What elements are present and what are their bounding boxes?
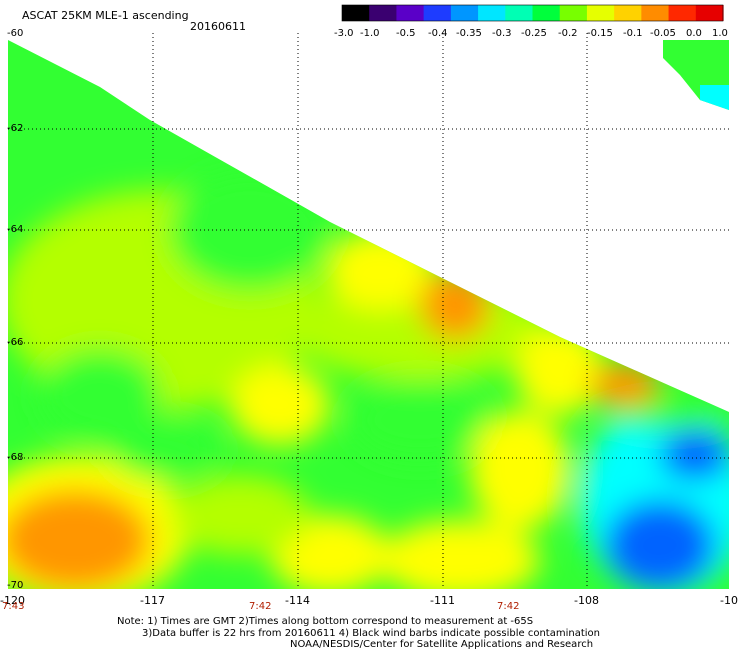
color-scale-swatch [505,5,534,21]
field-orange-edge-north [420,270,490,340]
scale-label-neg-0-4: -0.4 [428,28,448,39]
lon-label-108: -108 [574,594,599,607]
scale-label-neg-3: -3.0 [334,28,354,39]
color-scale-swatch [695,5,724,21]
field-green-mid [350,380,490,460]
note-line-3: NOAA/NESDIS/Center for Satellite Applica… [290,639,594,650]
scale-label-neg-0-15: -0.15 [587,28,613,39]
note-line-1: Note: 1) Times are GMT 2)Times along bot… [117,616,534,627]
lat-label-66: -66 [7,337,24,348]
scale-label-neg-0-2: -0.2 [558,28,578,39]
field-orange-southwest [8,490,150,589]
time-label-east: 7:42 [497,601,520,612]
field-green-north [170,170,330,290]
scale-label-neg-0-1: -0.1 [623,28,643,39]
color-scale-swatch [532,5,561,21]
color-scale-swatch [668,5,697,21]
color-scale-swatch [450,5,479,21]
time-label-center: 7:42 [249,601,272,612]
corner-cyan-edge [700,85,729,110]
field-orange-edge-south [590,363,660,407]
grid [8,33,729,589]
lon-label-10: -10 [720,594,738,607]
color-scale-bar [341,4,724,22]
map-date: 20160611 [190,20,246,33]
time-label-west: 7:43 [2,601,25,612]
lat-label-60: -60 [7,28,24,39]
map-title: ASCAT 25KM MLE-1 ascending [22,9,189,22]
main-swath [8,40,729,589]
lon-label-111: -111 [430,594,455,607]
field-light-green-south [170,475,310,555]
lat-label-62: -62 [7,123,24,134]
color-scale-swatch [586,5,615,21]
note-line-2: 3)Data buffer is 22 hrs from 20160611 4)… [142,628,600,639]
color-scale-swatch [369,5,398,21]
field-yellow-edge-north [325,230,435,310]
lon-label-120: -120 [0,594,25,607]
color-scale-swatch [641,5,670,21]
scale-label-neg-0-05: -0.05 [650,28,676,39]
field-yellow-mid [230,365,330,445]
lon-label-117: -117 [140,594,165,607]
field-green-east-edge [610,401,729,429]
color-scale-swatch [478,5,506,21]
color-scale-swatch [423,5,452,21]
scale-label-neg-0-5: -0.5 [396,28,416,39]
scale-label-neg-0-35: -0.35 [456,28,482,39]
lat-label-68: -68 [7,452,24,463]
color-scale-frame [341,4,724,22]
color-scale-swatch [396,5,425,21]
scale-label-neg-0-25: -0.25 [521,28,547,39]
color-scale-swatch [559,5,588,21]
color-scale-swatch [342,5,370,21]
scale-label-0-0: 0.0 [686,28,702,39]
scale-label-1-0: 1.0 [712,28,728,39]
color-scale-swatch [614,5,642,21]
lon-label-114: -114 [285,594,310,607]
field-yellow-south-east [380,520,540,589]
scale-label-neg-0-3: -0.3 [492,28,512,39]
field-blue-east [660,430,729,480]
field-yellow-edge-south [515,325,605,415]
field-green-mid-west [40,350,160,440]
corner-swath [663,40,729,110]
lat-label-70: -70 [7,580,24,591]
field-blue-southeast [605,500,715,589]
scale-label-neg-1: -1.0 [360,28,380,39]
field-green-south-center [110,420,220,480]
field-yellow-east [470,410,570,530]
lat-label-64: -64 [7,224,24,235]
